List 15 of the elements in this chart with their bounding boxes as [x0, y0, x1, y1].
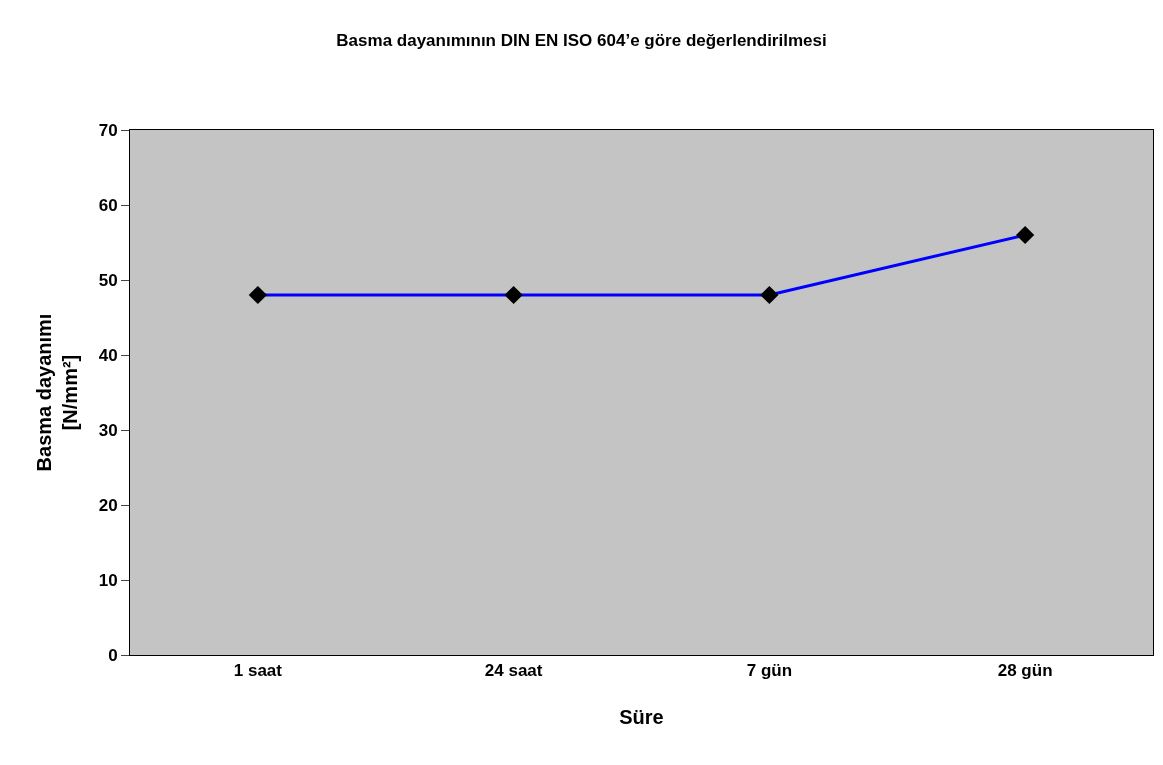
x-tick-label: 28 gün [997, 661, 1053, 681]
y-tick-label: 50 [98, 270, 118, 290]
y-tick-label: 30 [98, 420, 118, 440]
x-tick-label: 24 saat [484, 661, 543, 681]
y-tick-label: 60 [98, 195, 118, 215]
x-tick-label: 1 saat [233, 661, 283, 681]
y-axis-title: Basma dayanımı [N/mm²] [33, 313, 82, 472]
x-axis-title: Süre [619, 705, 664, 728]
y-tick-label: 40 [98, 345, 118, 365]
x-tick-label: 7 gün [746, 661, 793, 681]
chart-title: Basma dayanımının DIN EN ISO 604’e göre değerlendirilmesi [336, 31, 827, 51]
y-tick-label: 20 [98, 495, 118, 515]
y-tick-label: 70 [98, 120, 118, 140]
y-tick-label: 10 [98, 570, 118, 590]
y-tick-label: 0 [108, 645, 118, 665]
